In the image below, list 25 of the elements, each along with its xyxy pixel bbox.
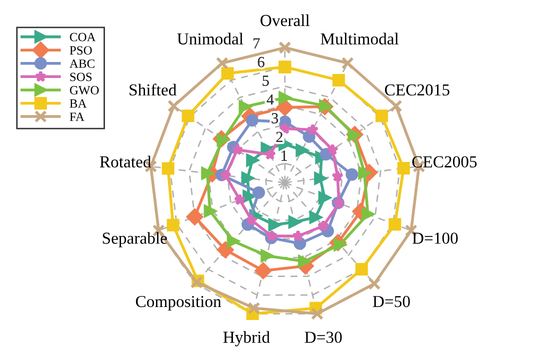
spoke-label: Shifted [130, 84, 176, 96]
y-tick-label: 6 [258, 56, 264, 68]
spoke-label: Overall [260, 14, 310, 26]
legend-label: SOS [70, 72, 92, 82]
spoke-label: Hybrid [223, 331, 270, 346]
legend-label: ABC [70, 59, 94, 68]
y-tick-label: 5 [262, 76, 269, 86]
spoke-label: D=100 [412, 232, 458, 244]
legend-label: GWO [70, 86, 99, 95]
y-tick-label: 1 [282, 150, 287, 161]
spoke-label: Composition [136, 296, 222, 311]
legend-label: FA [70, 112, 84, 121]
y-tick-label: 7 [254, 38, 260, 48]
spoke-label: D=50 [372, 296, 410, 308]
spoke-label: D=30 [304, 332, 342, 343]
spoke-label: CEC2005 [412, 156, 477, 168]
spoke-label: CEC2015 [384, 84, 450, 96]
legend-label: BA [70, 99, 87, 108]
y-tick-label: 2 [276, 132, 282, 142]
spoke-label: Multimodal [320, 32, 399, 45]
legend-label: PSO [70, 46, 92, 55]
spoke-label: Rotated [100, 156, 152, 168]
legend-label: COA [70, 32, 96, 42]
spoke-label: Separable [102, 232, 167, 248]
spoke-label: Unimodal [177, 32, 244, 45]
